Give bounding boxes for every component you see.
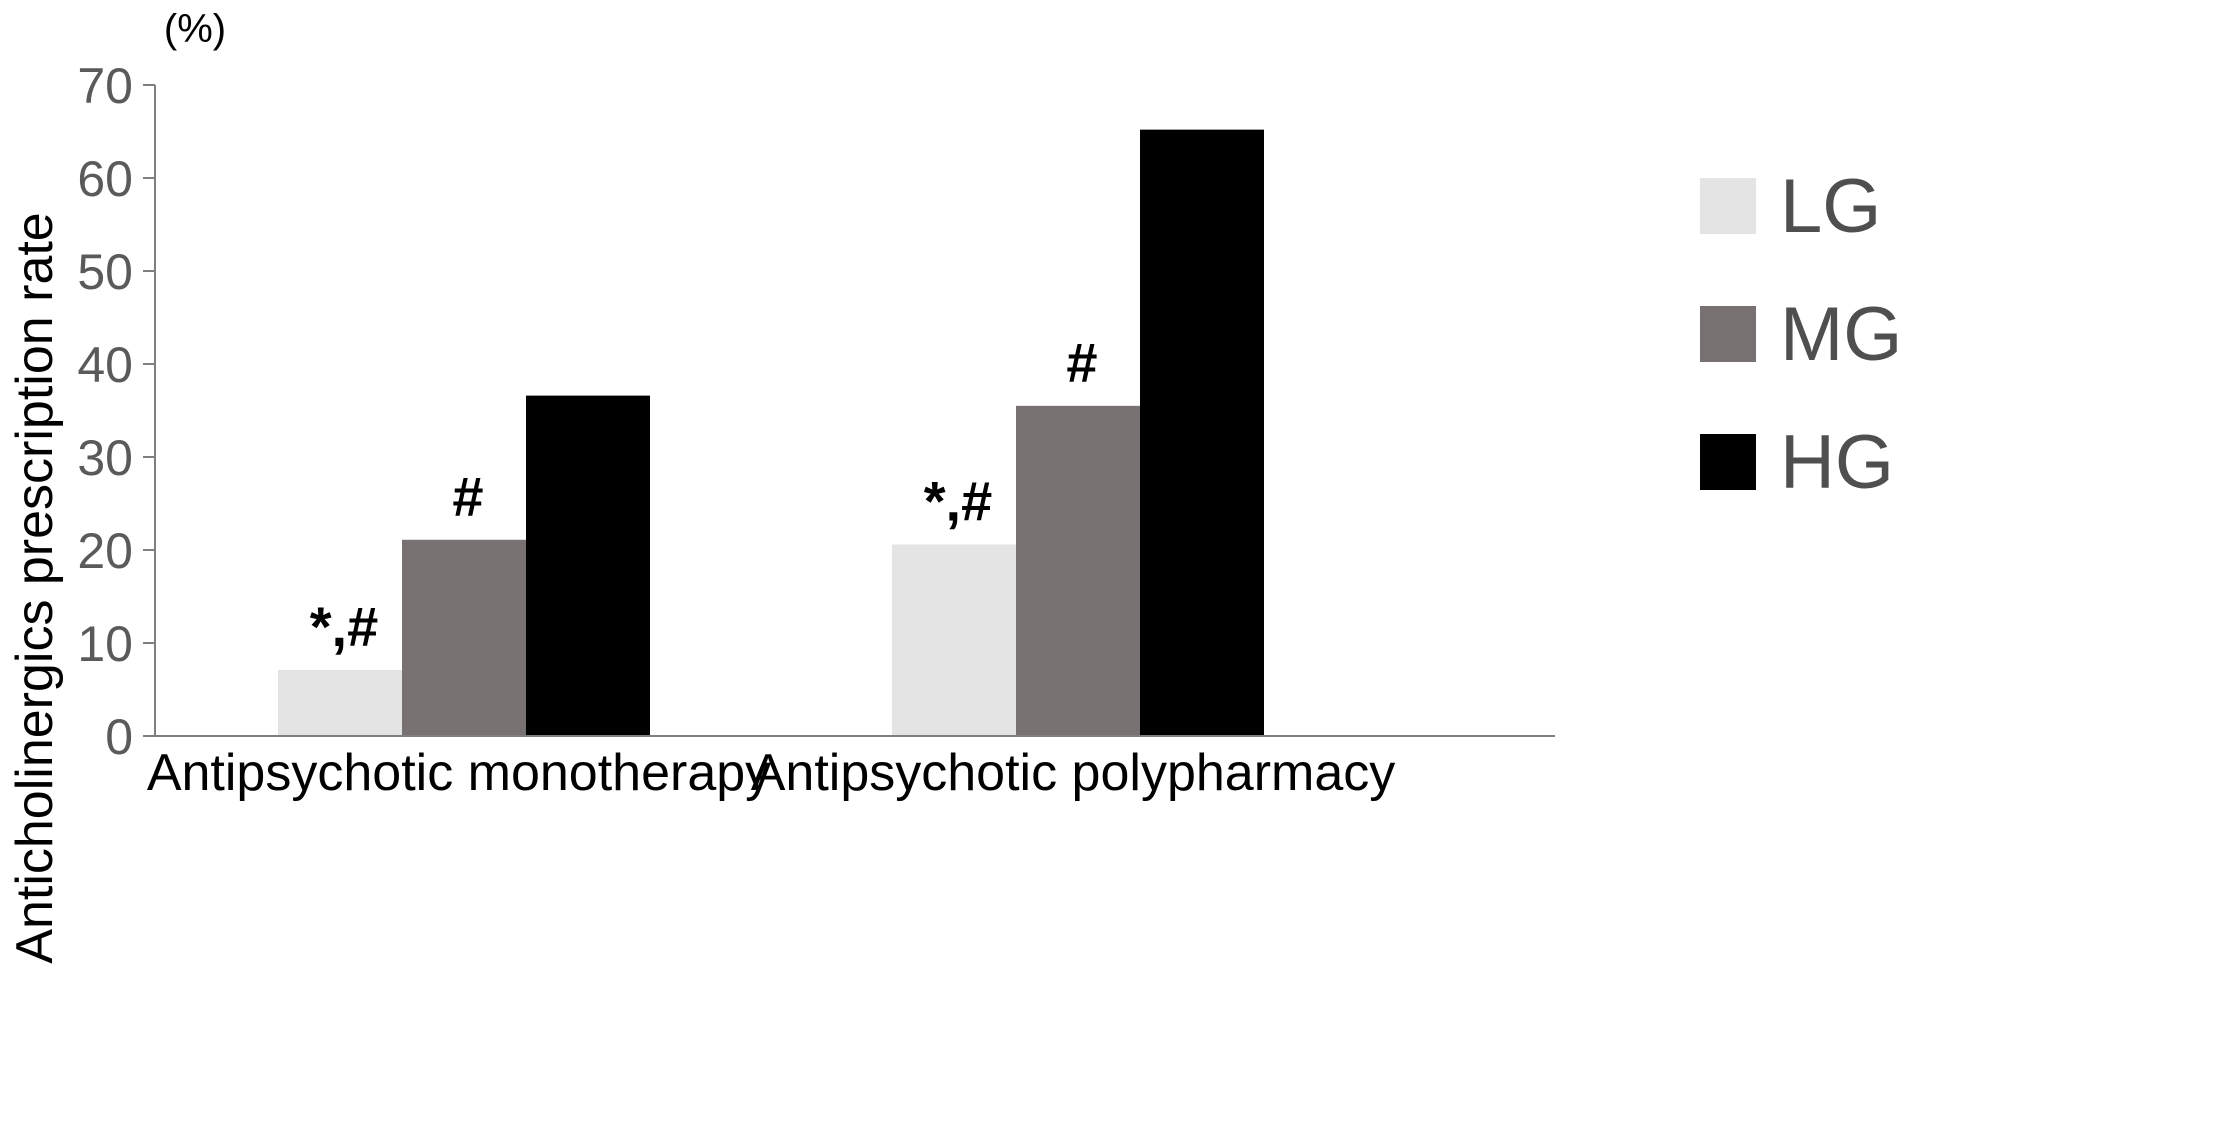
legend: LG MG HG xyxy=(1700,164,1902,505)
y-tick-label: 20 xyxy=(77,523,133,579)
y-tick-label: 0 xyxy=(105,709,133,765)
bar-mg xyxy=(402,539,526,736)
legend-swatch-mg xyxy=(1700,306,1756,362)
legend-label-mg: MG xyxy=(1780,292,1902,377)
significance-label: *,# xyxy=(310,595,379,658)
legend-swatch-lg xyxy=(1700,178,1756,234)
legend-swatch-hg xyxy=(1700,434,1756,490)
y-axis-title: Anticholinergics prescription rate xyxy=(6,212,64,963)
y-tick-label: 60 xyxy=(77,151,133,207)
bar-hg xyxy=(1140,129,1264,736)
bar-mg xyxy=(1016,405,1140,736)
bar-lg xyxy=(278,669,402,736)
significance-label: *,# xyxy=(924,469,993,532)
plot-area: 0 10 20 30 40 50 60 70 *,# # Antipsychotic monothe… xyxy=(77,58,1555,802)
y-unit-label: (%) xyxy=(164,7,226,51)
bar-hg xyxy=(526,395,650,736)
bar-lg xyxy=(892,544,1016,736)
y-tick-label: 70 xyxy=(77,58,133,114)
significance-label: # xyxy=(452,465,483,528)
y-tick-label: 40 xyxy=(77,337,133,393)
legend-label-hg: HG xyxy=(1780,420,1894,505)
x-category-label: Antipsychotic monotherapy xyxy=(147,744,771,802)
x-category-label: Antipsychotic polypharmacy xyxy=(751,744,1396,802)
legend-label-lg: LG xyxy=(1780,164,1881,249)
y-tick-label: 10 xyxy=(77,616,133,672)
y-tick-label: 30 xyxy=(77,430,133,486)
y-tick-label: 50 xyxy=(77,244,133,300)
significance-label: # xyxy=(1066,331,1097,394)
